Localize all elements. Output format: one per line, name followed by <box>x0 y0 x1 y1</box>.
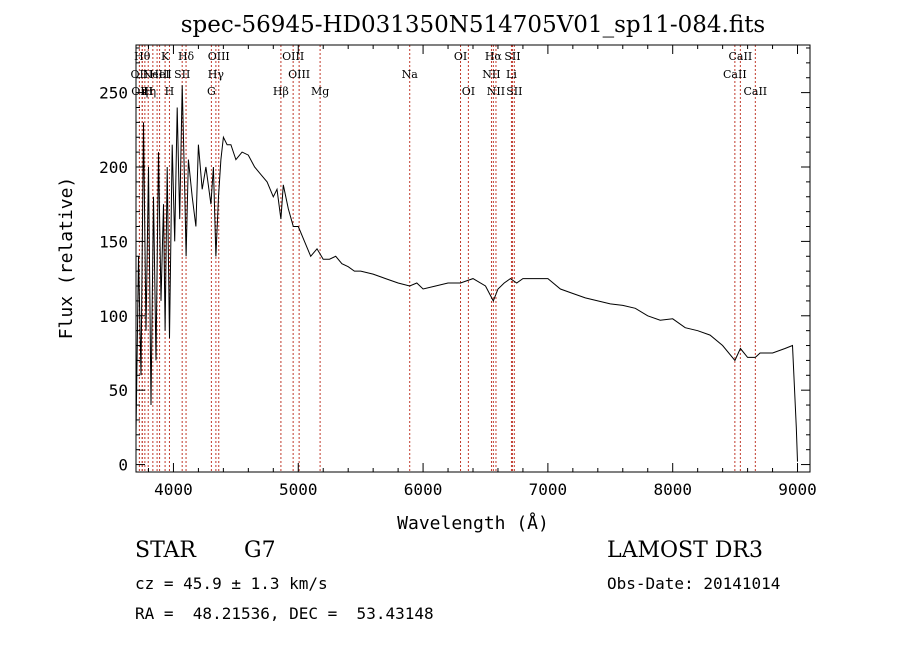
line-label: H <box>165 85 175 98</box>
line-label: NeIII <box>143 68 172 81</box>
x-tick-label: 5000 <box>279 480 318 499</box>
line-label: CaII <box>723 68 747 81</box>
line-label: OI <box>454 50 467 63</box>
y-axis-label: Flux (relative) <box>56 177 77 340</box>
redshift-value: cz = 45.9 ± 1.3 km/s <box>135 574 328 593</box>
line-label: HeI <box>149 68 169 81</box>
x-tick-label: 9000 <box>778 480 817 499</box>
line-label: SII <box>174 68 190 81</box>
line-label: NII <box>487 85 505 98</box>
line-label: Hβ <box>273 85 289 98</box>
line-label: η <box>142 85 149 98</box>
line-label: OIII <box>282 50 304 63</box>
line-label: OIII <box>131 85 153 98</box>
line-label: K <box>161 50 170 63</box>
line-labels: OIIOIIIHθηHηNeIIIHeIKHSIIHδGHγOIIIHβOIII… <box>131 50 768 98</box>
y-tick-label: 250 <box>99 84 128 103</box>
line-label: OI <box>462 85 475 98</box>
coordinates: RA = 48.21536, DEC = 53.43148 <box>135 604 434 623</box>
y-tick-label: 0 <box>118 456 128 475</box>
y-tick-label: 100 <box>99 307 128 326</box>
chart-title: spec-56945-HD031350N514705V01_sp11-084.f… <box>181 12 766 38</box>
line-label: SII <box>504 50 520 63</box>
line-label: Li <box>506 68 517 81</box>
y-axis: 0 50 100 150 200 250 <box>99 47 810 475</box>
line-label: Mg <box>311 85 329 98</box>
line-markers <box>138 45 756 472</box>
x-tick-label: 7000 <box>529 480 568 499</box>
line-label: Hα <box>485 50 503 63</box>
line-label: OII <box>131 68 149 81</box>
line-label: H <box>143 85 153 98</box>
line-label: CaII <box>743 85 767 98</box>
x-tick-label: 6000 <box>404 480 443 499</box>
object-class: STAR <box>135 538 196 563</box>
line-label: η <box>150 85 157 98</box>
x-tick-label: 4000 <box>154 480 193 499</box>
x-axis-label: Wavelength (Å) <box>397 512 549 534</box>
y-tick-label: 50 <box>109 381 128 400</box>
object-subclass: G7 <box>244 538 276 563</box>
x-axis: 4000 5000 6000 7000 8000 9000 <box>147 45 817 499</box>
line-label: Hγ <box>208 68 225 81</box>
line-label: SII <box>506 85 522 98</box>
y-tick-label: 200 <box>99 158 128 177</box>
y-tick-label: 150 <box>99 232 128 251</box>
line-label: Hθ <box>134 50 151 63</box>
survey-name: LAMOST DR3 <box>607 538 763 563</box>
x-tick-label: 8000 <box>653 480 692 499</box>
line-label: OIII <box>288 68 310 81</box>
observation-date: Obs-Date: 20141014 <box>607 574 781 593</box>
line-label: G <box>207 85 216 98</box>
plot-frame <box>135 44 811 473</box>
line-label: CaII <box>729 50 753 63</box>
line-label: Na <box>402 68 419 81</box>
line-label: NII <box>482 68 500 81</box>
line-label: OIII <box>208 50 230 63</box>
line-label: Hδ <box>178 50 195 63</box>
spectrum-line <box>135 85 798 462</box>
